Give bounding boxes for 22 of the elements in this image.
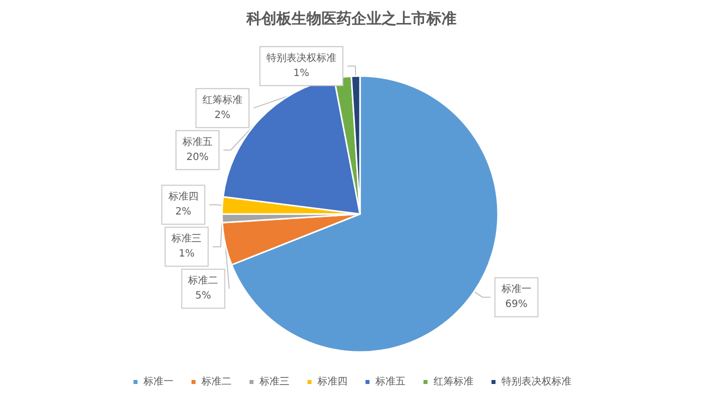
legend-label: 标准四 <box>316 376 348 388</box>
data-label: 1% <box>178 248 195 260</box>
slice-label: 标准三 <box>170 232 202 245</box>
legend-label: 标准一 <box>142 376 174 388</box>
legend-label: 标准五 <box>374 376 406 388</box>
slice-label: 标准四 <box>167 190 198 203</box>
slice-label: 红筹标准 <box>202 94 242 106</box>
slice-label: 特别表决权标准 <box>266 52 336 64</box>
data-label: 1% <box>293 68 310 80</box>
data-label: 69% <box>505 299 528 310</box>
data-label: 5% <box>195 290 212 302</box>
legend-label: 标准二 <box>200 376 232 388</box>
data-label: 20% <box>186 152 209 164</box>
legend-label: 红筹标准 <box>434 376 474 388</box>
data-label: 2% <box>175 206 192 218</box>
legend-label: 标准三 <box>258 376 290 388</box>
slice-label: 标准一 <box>500 283 532 296</box>
slice-label: 标准二 <box>187 274 218 287</box>
chart-title: 科创板生物医药企业之上市标准 <box>246 10 456 28</box>
data-label: 2% <box>214 110 230 122</box>
slice-label: 标准五 <box>181 136 212 148</box>
legend-label: 特别表决权标准 <box>502 376 572 388</box>
